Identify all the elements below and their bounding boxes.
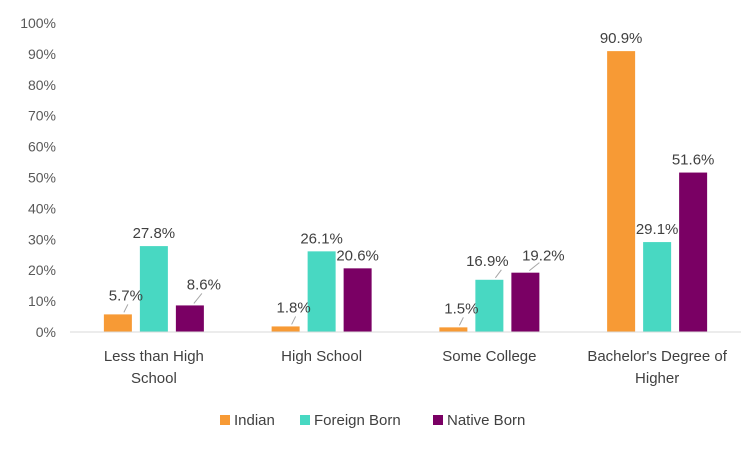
y-axis: 0% 10% 20% 30% 40% 50% 60% 70% 80% 90% 100% xyxy=(20,15,56,340)
y-tick-label: 0% xyxy=(36,324,56,340)
data-label: 90.9% xyxy=(600,30,643,47)
leader-line xyxy=(458,317,464,326)
y-tick-label: 30% xyxy=(28,231,56,247)
legend-label: Indian xyxy=(234,412,275,429)
data-label: 26.1% xyxy=(300,230,343,247)
legend-swatch xyxy=(300,415,310,425)
data-label: 1.5% xyxy=(444,300,478,317)
legend-swatch xyxy=(433,415,443,425)
y-tick-label: 10% xyxy=(28,293,56,309)
leader-line xyxy=(494,269,502,279)
data-label: 16.9% xyxy=(466,253,509,270)
data-labels: 5.7% 27.8% 8.6% 1.8% 26.1%20.6% 1.5% 16.9% 19.2… xyxy=(109,30,715,326)
legend: Indian Foreign Born Native Born xyxy=(220,412,525,429)
bar-indian xyxy=(607,51,636,333)
category-label: Higher xyxy=(635,370,679,387)
bar-foreign-born xyxy=(139,246,168,332)
bar-foreign-born xyxy=(643,242,672,332)
bar-native-born xyxy=(511,272,540,332)
data-label: 20.6% xyxy=(336,247,379,264)
bar-native-born xyxy=(679,172,708,332)
x-axis: Less than High School High School Some Coll… xyxy=(70,331,741,387)
data-label: 8.6% xyxy=(187,276,221,293)
plot-area xyxy=(103,51,708,333)
y-tick-label: 100% xyxy=(20,15,56,31)
leader-line xyxy=(123,304,129,313)
category-label: Less than High xyxy=(104,348,204,365)
data-label: 1.8% xyxy=(277,299,311,316)
bar-native-born xyxy=(343,268,372,332)
data-label: 29.1% xyxy=(636,221,679,238)
bar-native-born xyxy=(175,305,204,332)
legend-swatch xyxy=(220,415,230,425)
leader-line xyxy=(193,293,203,304)
bar-indian xyxy=(271,326,300,332)
y-tick-label: 50% xyxy=(28,170,56,186)
bar-indian xyxy=(103,314,132,332)
legend-label: Native Born xyxy=(447,412,525,429)
data-label: 19.2% xyxy=(522,248,565,265)
y-tick-label: 20% xyxy=(28,262,56,278)
leader-line xyxy=(291,316,297,325)
category-label: Bachelor's Degree of xyxy=(587,348,727,365)
y-tick-label: 80% xyxy=(28,77,56,93)
bar-foreign-born xyxy=(307,251,336,332)
category-label: Some College xyxy=(442,348,536,365)
legend-label: Foreign Born xyxy=(314,412,401,429)
category-label: School xyxy=(131,370,177,387)
data-label: 51.6% xyxy=(672,152,715,169)
y-tick-label: 90% xyxy=(28,46,56,62)
leader-line xyxy=(529,262,540,272)
y-tick-label: 60% xyxy=(28,139,56,155)
bar-indian xyxy=(439,327,468,332)
y-tick-label: 40% xyxy=(28,200,56,216)
data-label: 5.7% xyxy=(109,287,143,304)
data-label: 27.8% xyxy=(133,225,176,242)
y-tick-label: 70% xyxy=(28,108,56,124)
bar-foreign-born xyxy=(475,279,504,332)
category-label: High School xyxy=(281,348,362,365)
